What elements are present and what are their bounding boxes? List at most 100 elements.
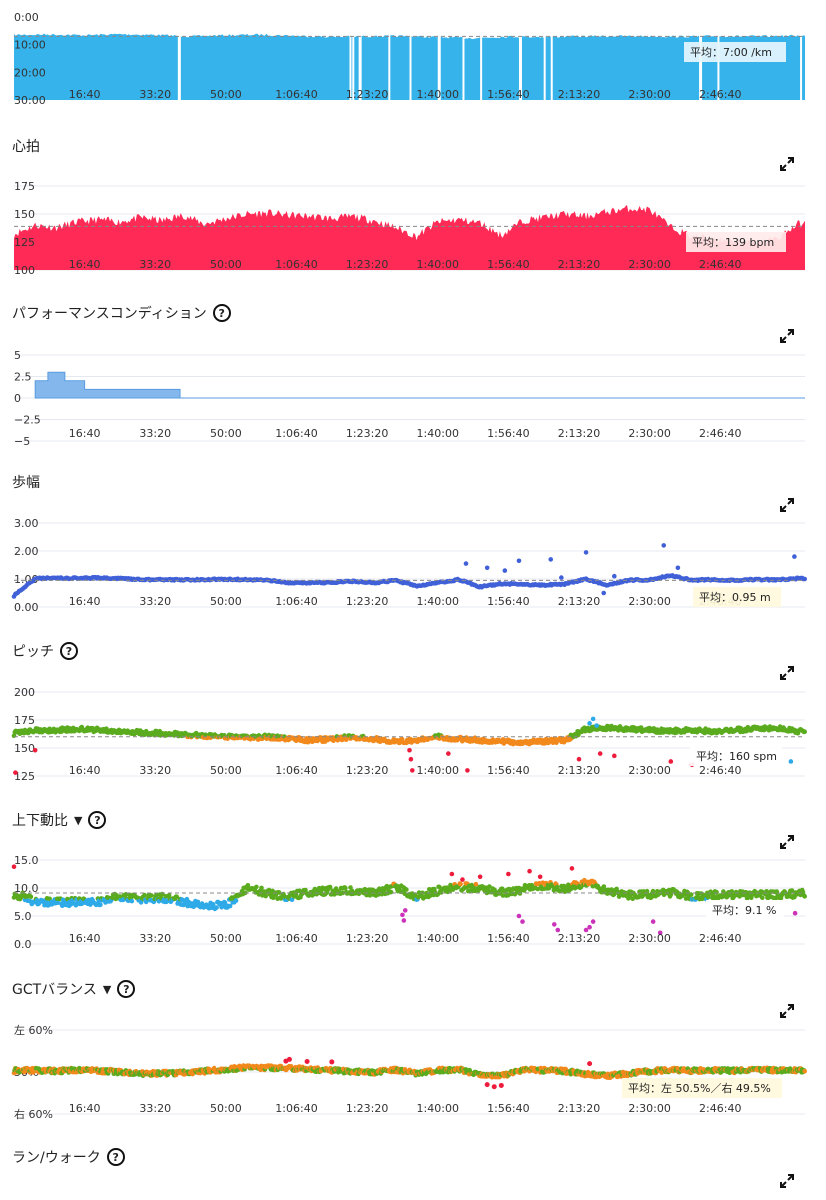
perf-xtick-label: 1:23:20 — [346, 427, 388, 440]
pitch-point — [408, 756, 414, 762]
vratio-xtick-label: 50:00 — [210, 932, 242, 945]
stride-point — [612, 573, 617, 579]
expand-icon[interactable] — [780, 1004, 794, 1018]
perf-xtick-label: 50:00 — [210, 427, 242, 440]
expand-icon[interactable] — [780, 498, 794, 512]
hr-average-label: 平均：139 bpm — [692, 236, 774, 249]
pitch-chart: 200 175 150 125 16:40 33:20 50:00 1:06:40 1:23:2… — [11, 686, 807, 782]
vratio-xtick-label: 33:20 — [139, 932, 171, 945]
pitch-title: ピッチ ? — [12, 641, 78, 661]
stride-xtick-label: 1:23:20 — [346, 595, 388, 608]
expand-icon[interactable] — [780, 157, 794, 171]
expand-icon[interactable] — [780, 666, 794, 680]
vratio-point — [551, 922, 557, 927]
pace-xtick-label: 2:13:20 — [558, 88, 600, 101]
expand-icon[interactable] — [780, 835, 794, 849]
vratio-point — [271, 895, 276, 901]
gct-xtick-label: 1:23:20 — [346, 1102, 388, 1115]
vratio-point — [142, 892, 147, 898]
gct-xtick-label: 1:40:00 — [417, 1102, 459, 1115]
expand-icon[interactable] — [780, 1174, 794, 1188]
vratio-average-label: 平均：9.1 % — [712, 904, 776, 917]
pace-gap — [388, 17, 391, 100]
gct-title: GCTバランス ▼ ? — [12, 979, 136, 999]
vratio-xtick-label: 1:56:40 — [487, 932, 529, 945]
gct-xtick-label: 2:30:00 — [628, 1102, 670, 1115]
help-icon[interactable]: ? — [106, 1148, 125, 1166]
vratio-point — [688, 892, 694, 897]
hr-average-box — [686, 232, 786, 252]
perf-title-text: パフォーマンスコンディション — [12, 306, 207, 322]
vratio-ytick-label: 15.0 — [14, 854, 39, 867]
help-icon[interactable]: ? — [88, 811, 107, 829]
perf-xtick-label: 2:13:20 — [558, 427, 600, 440]
pace-gap — [480, 17, 483, 100]
stride-point — [802, 576, 807, 582]
gct-point — [484, 1082, 490, 1088]
perf-xtick-label: 1:56:40 — [487, 427, 529, 440]
vratio-point — [289, 897, 295, 903]
vratio-point — [657, 930, 663, 936]
vratio-point — [789, 888, 795, 893]
vratio-point — [277, 890, 282, 895]
vratio-ytick-label: 0.0 — [14, 938, 32, 950]
pitch-point — [802, 729, 807, 734]
dropdown-arrow-icon[interactable]: ▼ — [74, 813, 83, 827]
vratio-point — [743, 890, 749, 895]
pace-gap — [349, 17, 352, 100]
gct-title-text: GCTバランス — [12, 982, 97, 998]
vratio-xtick-label: 2:30:00 — [628, 932, 670, 945]
pace-xtick-label: 1:56:40 — [487, 88, 529, 101]
pitch-xtick-label: 1:40:00 — [417, 764, 459, 777]
vratio-point — [149, 893, 154, 898]
stride-ytick-label: 3.00 — [14, 517, 39, 530]
vratio-point — [473, 881, 479, 887]
vratio-point — [749, 895, 754, 901]
stride-xtick-label: 1:56:40 — [487, 595, 529, 608]
pitch-point — [32, 747, 38, 753]
pitch-point — [668, 759, 674, 764]
vratio-point — [506, 871, 511, 877]
vratio-point — [214, 905, 219, 910]
vratio-point — [590, 919, 596, 924]
stride-chart: 3.002.001.000.00 16:40 33:20 50:00 1:06:40 1:… — [11, 517, 807, 613]
vratio-point — [129, 898, 135, 904]
vratio-point — [500, 893, 506, 898]
pitch-xtick-label: 1:23:20 — [346, 764, 388, 777]
pitch-ytick-label: 175 — [14, 714, 35, 727]
stride-xtick-label: 2:30:00 — [628, 595, 670, 608]
vratio-point — [537, 874, 543, 880]
pitch-ytick-label: 125 — [14, 770, 35, 782]
hr-chart: 175 150 125 100 16:40 33:20 50:00 1:06:40 1:23:2… — [14, 180, 805, 274]
hr-xtick-label: 16:40 — [69, 258, 101, 271]
stride-xtick-label: 1:40:00 — [417, 595, 459, 608]
gct-average-label: 平均：左 50.5%／右 49.5% — [628, 1081, 771, 1095]
stride-point — [502, 568, 508, 573]
vratio-ytick-label: 10.0 — [14, 882, 39, 895]
expand-icon[interactable] — [780, 329, 794, 343]
stride-title-text: 歩幅 — [12, 475, 40, 491]
perf-xtick-label: 16:40 — [69, 427, 101, 440]
pitch-point — [410, 768, 415, 773]
help-icon[interactable]: ? — [117, 980, 136, 998]
vratio-xtick-label: 1:23:20 — [346, 932, 388, 945]
pitch-point — [407, 747, 412, 753]
vratio-point — [520, 919, 525, 924]
vratio-point — [487, 884, 492, 889]
vratio-point — [583, 927, 589, 933]
hr-xtick-label: 1:40:00 — [417, 258, 459, 271]
stride-point — [516, 558, 522, 564]
vratio-point — [516, 913, 522, 919]
dropdown-arrow-icon[interactable]: ▼ — [102, 982, 112, 996]
stride-average-label: 平均：0.95 m — [699, 591, 771, 604]
vratio-xtick-label: 1:40:00 — [417, 932, 459, 945]
help-icon[interactable]: ? — [60, 642, 78, 660]
help-icon[interactable]: ? — [212, 304, 231, 322]
stride-point — [463, 561, 469, 566]
pitch-point — [590, 716, 596, 722]
vratio-point — [555, 927, 561, 933]
stride-xtick-label: 16:40 — [69, 595, 101, 608]
stride-xtick-label: 50:00 — [210, 595, 242, 608]
pitch-point — [576, 756, 582, 762]
vratio-point — [402, 908, 408, 913]
